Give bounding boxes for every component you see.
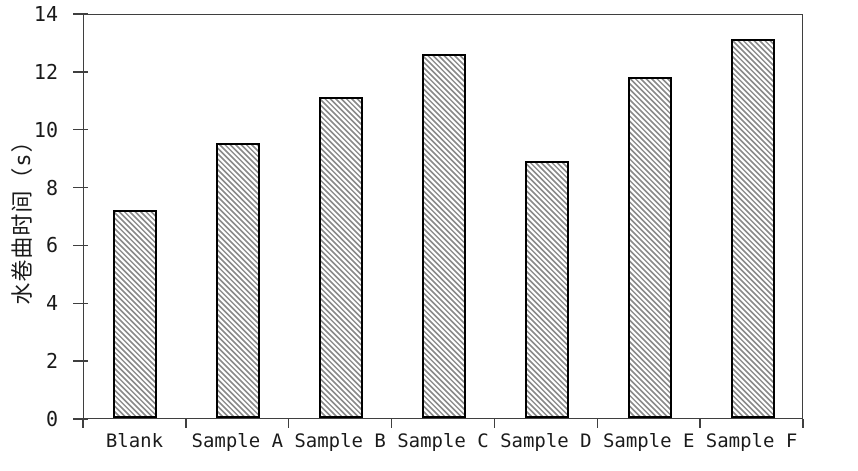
y-tick xyxy=(73,186,88,189)
y-axis-title: 水卷曲时间（s） xyxy=(11,129,36,305)
y-tick-label: 14 xyxy=(33,2,58,26)
bar-sample-f xyxy=(730,39,775,418)
x-tick xyxy=(287,419,290,428)
y-tick xyxy=(73,302,88,305)
bar-blank xyxy=(113,209,158,418)
y-tick xyxy=(73,418,88,420)
x-tick xyxy=(185,419,187,428)
x-tick xyxy=(802,419,804,428)
x-tick-label: Sample C xyxy=(397,430,489,452)
y-tick-label: 10 xyxy=(33,117,58,142)
y-tick xyxy=(73,71,88,73)
x-tick xyxy=(493,419,496,428)
x-tick-label: Sample E xyxy=(602,430,695,452)
bar-sample-e xyxy=(627,76,672,418)
x-tick xyxy=(699,419,701,428)
bar-sample-c xyxy=(422,53,466,418)
bar-sample-a xyxy=(216,143,261,418)
x-tick xyxy=(390,419,393,428)
bar-sample-b xyxy=(319,96,364,418)
y-tick-label: 2 xyxy=(45,349,58,374)
y-tick xyxy=(73,244,88,247)
x-tick-label: Blank xyxy=(105,430,164,452)
plot-area xyxy=(83,14,803,419)
y-tick-label: 4 xyxy=(45,291,58,316)
x-tick-label: Sample D xyxy=(500,430,592,452)
x-tick xyxy=(596,419,599,428)
y-tick-label: 8 xyxy=(45,175,58,200)
y-tick-label: 0 xyxy=(45,407,58,431)
x-tick xyxy=(82,419,84,428)
bar-sample-d xyxy=(524,160,569,418)
y-tick xyxy=(73,360,88,362)
x-tick-label: Sample A xyxy=(191,430,284,452)
y-tick-label: 12 xyxy=(33,59,58,84)
y-tick-label: 6 xyxy=(45,233,58,258)
x-tick-label: Sample B xyxy=(294,430,386,452)
y-tick xyxy=(73,13,88,15)
y-tick xyxy=(73,128,88,131)
x-tick-label: Sample F xyxy=(705,430,798,452)
